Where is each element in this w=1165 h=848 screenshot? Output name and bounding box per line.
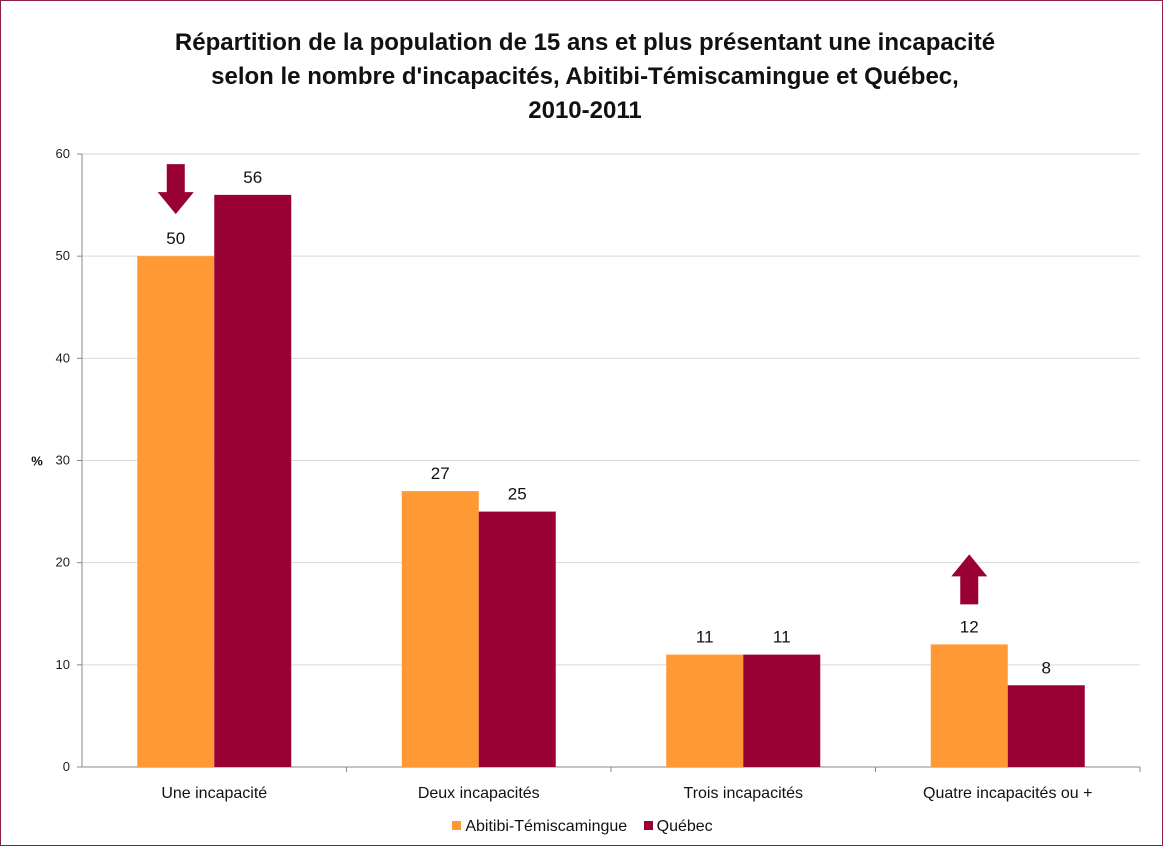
y-tick-label-0: 0 xyxy=(63,759,70,774)
legend: Abitibi-Témiscamingue Québec xyxy=(0,818,1165,836)
chart-title: Répartition de la population de 15 ans e… xyxy=(40,26,1130,128)
x-tick-label-quatre-incapacites-ou: Quatre incapacités ou + xyxy=(923,785,1092,802)
bar-abitibi-temiscamingue-deux-incapacites xyxy=(401,491,479,767)
bar-quebec-quatre-incapacites-ou xyxy=(1007,685,1085,767)
y-tick-label-40: 40 xyxy=(56,350,70,365)
data-label-quebec-une-incapacite: 56 xyxy=(243,168,262,187)
legend-label-abitibi: Abitibi-Témiscamingue xyxy=(465,818,628,835)
y-axis-label: % xyxy=(31,454,43,469)
x-tick-label-une-incapacite: Une incapacité xyxy=(161,785,267,802)
y-tick-label-60: 60 xyxy=(56,146,70,161)
data-label-abitibi-temiscamingue-deux-incapacites: 27 xyxy=(431,464,450,483)
chart-title-line-3: 2010-2011 xyxy=(528,97,642,124)
legend-label-quebec: Québec xyxy=(656,818,713,835)
x-tick-label-trois-incapacites: Trois incapacités xyxy=(684,785,803,802)
chart-title-line-2: selon le nombre d'incapacités, Abitibi-T… xyxy=(211,63,959,90)
y-tick-label-20: 20 xyxy=(56,555,70,570)
x-tick-label-deux-incapacites: Deux incapacités xyxy=(418,785,540,802)
arrow-down-icon-une-incapacite xyxy=(157,164,194,215)
y-tick-label-30: 30 xyxy=(56,453,70,468)
bar-abitibi-temiscamingue-trois-incapacites xyxy=(666,654,744,767)
data-label-abitibi-temiscamingue-une-incapacite: 50 xyxy=(166,229,185,248)
legend-swatch-quebec xyxy=(643,821,653,830)
data-label-quebec-deux-incapacites: 25 xyxy=(508,485,527,504)
legend-item-quebec: Québec xyxy=(643,818,713,836)
data-label-quebec-trois-incapacites: 11 xyxy=(773,628,791,647)
bar-abitibi-temiscamingue-une-incapacite xyxy=(137,256,215,767)
legend-item-abitibi: Abitibi-Témiscamingue xyxy=(452,818,627,836)
bar-abitibi-temiscamingue-quatre-incapacites-ou xyxy=(930,644,1008,767)
y-tick-label-50: 50 xyxy=(56,248,70,263)
arrow-up-icon-quatre-incapacites-ou xyxy=(951,554,988,605)
bar-quebec-une-incapacite xyxy=(214,194,292,767)
chart-title-line-1: Répartition de la population de 15 ans e… xyxy=(174,29,996,56)
data-label-abitibi-temiscamingue-trois-incapacites: 11 xyxy=(696,628,714,647)
y-tick-label-10: 10 xyxy=(56,657,70,672)
bar-quebec-deux-incapacites xyxy=(478,511,556,767)
legend-swatch-abitibi xyxy=(452,821,462,830)
data-label-quebec-quatre-incapacites-ou: 8 xyxy=(1042,658,1051,677)
bar-quebec-trois-incapacites xyxy=(743,654,821,767)
data-label-abitibi-temiscamingue-quatre-incapacites-ou: 12 xyxy=(960,617,979,636)
